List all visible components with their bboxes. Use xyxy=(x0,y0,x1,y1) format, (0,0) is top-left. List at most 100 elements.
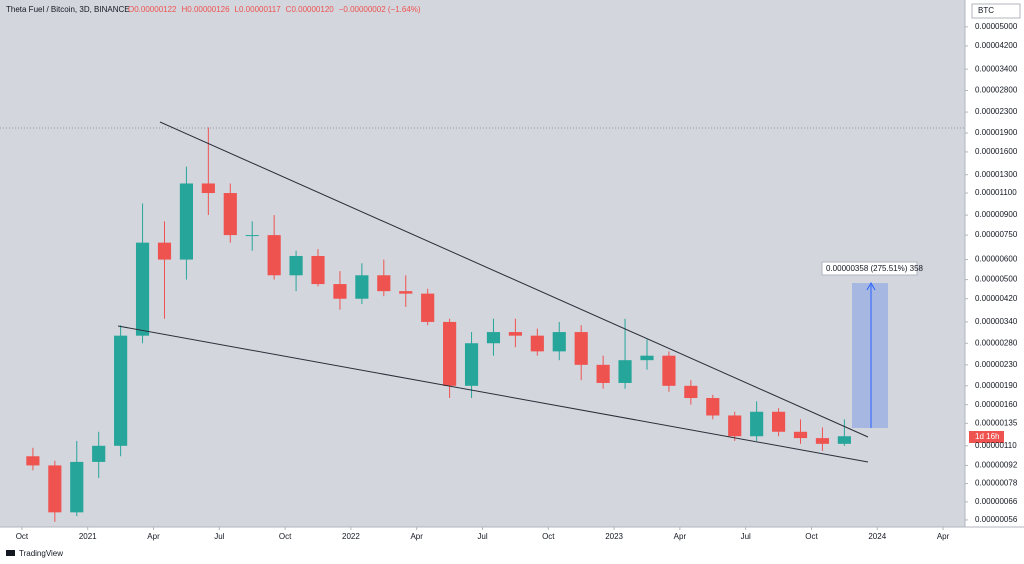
candle-body xyxy=(793,431,808,439)
x-tick-label: Apr xyxy=(937,532,950,541)
candle-body xyxy=(355,275,369,299)
legend-value: −0.00000002 (−1.64%) xyxy=(339,5,421,14)
legend-value: O0.00000122 xyxy=(128,5,177,14)
candle-body xyxy=(486,332,501,344)
candle-body xyxy=(837,436,851,444)
ohlc-legend: O0.00000122 H0.00000126 L0.00000117 C0.0000… xyxy=(128,5,421,14)
candle-body xyxy=(464,343,479,386)
candle-body xyxy=(267,235,281,276)
candle-body xyxy=(114,335,128,446)
x-tick-label: Apr xyxy=(410,532,423,541)
chart-title: Theta Fuel / Bitcoin, 3D, BINANCE xyxy=(6,5,130,14)
countdown-box xyxy=(969,431,1004,443)
candle-body xyxy=(508,332,522,336)
legend-value: H0.00000126 xyxy=(182,5,231,14)
y-tick-label: 0.00000280 xyxy=(975,338,1018,347)
x-tick-label: 2022 xyxy=(342,532,360,541)
candle-body xyxy=(201,183,215,194)
y-tick-label: 0.00000092 xyxy=(975,461,1018,470)
candle-body xyxy=(640,355,654,361)
y-tick-label: 0.00000135 xyxy=(975,418,1018,427)
legend-value: L0.00000117 xyxy=(235,5,282,14)
x-tick-label: Oct xyxy=(542,532,555,541)
candle-body xyxy=(421,293,435,322)
y-tick-label: 0.00000230 xyxy=(975,360,1018,369)
y-tick-label: 0.00001300 xyxy=(975,170,1018,179)
y-tick-label: 0.00000420 xyxy=(975,294,1018,303)
currency[interactable]: BTC xyxy=(978,6,994,15)
y-tick-label: 0.00005000 xyxy=(975,22,1018,31)
measure-box xyxy=(852,283,888,428)
x-tick-label: Jul xyxy=(477,532,487,541)
candle-body xyxy=(70,461,84,513)
y-tick-label: 0.00001600 xyxy=(975,147,1018,156)
candle-body xyxy=(245,235,259,237)
y-tick-label: 0.00000056 xyxy=(975,515,1018,524)
y-tick-label: 0.00000600 xyxy=(975,255,1018,264)
y-tick-label: 0.00000110 xyxy=(975,441,1017,450)
candle-body xyxy=(92,445,106,462)
x-tick-label: Oct xyxy=(279,532,292,541)
y-tick-label: 0.00000500 xyxy=(975,275,1018,284)
y-tick-label: 0.00001900 xyxy=(975,128,1018,137)
x-tick-label: Jul xyxy=(741,532,751,541)
trend-line xyxy=(117,325,869,463)
x-tick-label: 2023 xyxy=(605,532,623,541)
x-tick-label: Apr xyxy=(674,532,687,541)
candle-body xyxy=(728,415,742,437)
candle-body xyxy=(179,183,193,260)
measure-label: 0.00000358 (275.51%) 358 xyxy=(826,264,924,273)
plot-area xyxy=(0,0,965,527)
y-tick-label: 0.00000160 xyxy=(975,400,1018,409)
y-tick-label: 0.00002800 xyxy=(975,86,1018,95)
x-tick-label: Oct xyxy=(805,532,818,541)
y-tick-label: 0.00002300 xyxy=(975,107,1018,116)
candle-body xyxy=(574,332,588,365)
candle-body xyxy=(684,385,698,399)
candle-body xyxy=(706,398,720,416)
candle-body xyxy=(377,275,391,292)
candle-body xyxy=(223,193,237,236)
candle-body xyxy=(443,321,457,386)
x-tick-label: 2021 xyxy=(79,532,97,541)
candle-body xyxy=(157,242,172,260)
candle-body xyxy=(311,255,325,285)
candle-body xyxy=(596,364,610,383)
candle-body xyxy=(772,411,786,432)
candle-body xyxy=(552,332,566,352)
y-tick-label: 0.00000066 xyxy=(975,497,1018,506)
legend-value: C0.00000120 xyxy=(286,5,335,14)
y-tick-label: 0.00001100 xyxy=(975,188,1017,197)
measure-label-box xyxy=(821,261,918,276)
candle-body xyxy=(48,465,62,513)
y-tick-label: 0.00003400 xyxy=(975,64,1018,73)
candle-body xyxy=(135,242,150,336)
candle-body xyxy=(530,335,544,352)
candle-body xyxy=(333,284,347,299)
candles xyxy=(26,127,851,522)
y-tick-label: 0.00000900 xyxy=(975,210,1018,219)
trend-line xyxy=(159,121,869,438)
brand: TradingView xyxy=(19,549,63,558)
brand-logo xyxy=(6,550,15,556)
candle-body xyxy=(399,291,413,294)
candle-body xyxy=(750,411,764,437)
candle-body xyxy=(815,438,830,444)
x-tick-label: Oct xyxy=(16,532,29,541)
y-tick-label: 0.00000340 xyxy=(975,317,1018,326)
currency-box[interactable] xyxy=(971,3,1021,19)
candle-body xyxy=(289,255,303,276)
candle-body xyxy=(618,360,632,383)
y-tick-label: 0.00000078 xyxy=(975,479,1018,488)
x-tick-label: Jul xyxy=(214,532,224,541)
y-tick-label: 0.00000750 xyxy=(975,230,1018,239)
countdown: 1d 16h xyxy=(975,432,999,441)
x-tick-label: 2024 xyxy=(868,532,886,541)
measure-arrow xyxy=(866,281,876,291)
y-tick-label: 0.00000190 xyxy=(975,381,1018,390)
x-tick-label: Apr xyxy=(147,532,160,541)
y-tick-label: 0.00004200 xyxy=(975,41,1018,50)
candle-body xyxy=(26,456,40,466)
candle-body xyxy=(662,355,676,386)
